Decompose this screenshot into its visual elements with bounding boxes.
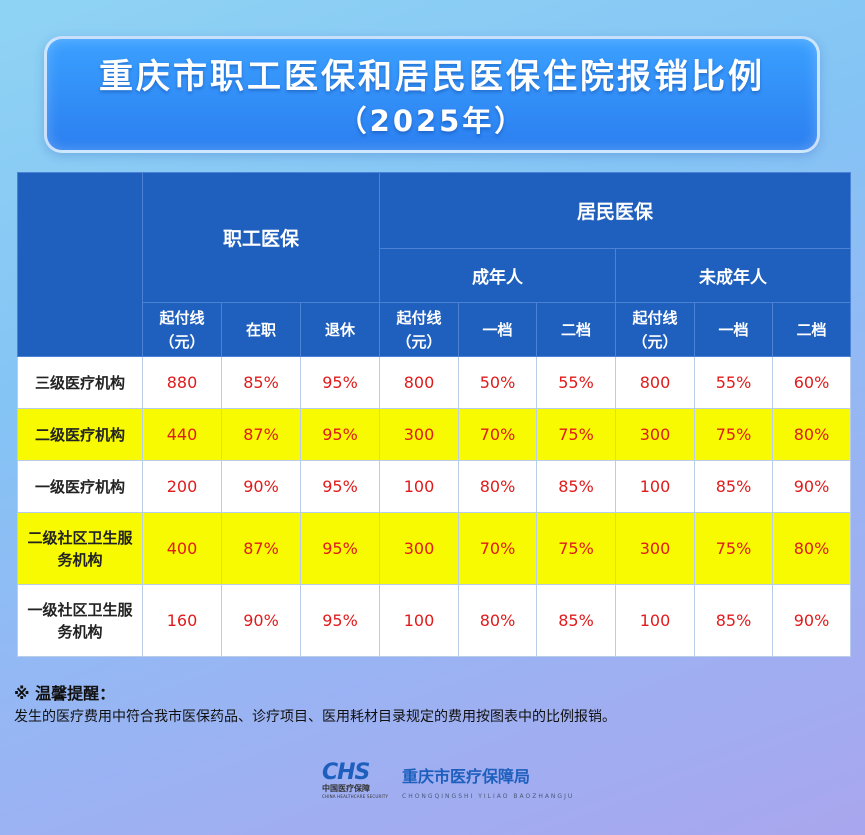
header-adult-tier2: 二档 xyxy=(536,302,616,357)
table-cell: 75% xyxy=(536,408,616,461)
table-cell: 880 xyxy=(142,356,222,409)
table-cell: 300 xyxy=(379,408,459,461)
table-cell: 95% xyxy=(300,512,380,585)
table-cell: 90% xyxy=(221,584,301,657)
header-adult: 成年人 xyxy=(379,248,616,303)
header-emp-threshold-l2: （元） xyxy=(159,332,205,351)
header-resident-insurance: 居民医保 xyxy=(378,172,852,249)
table-cell: 95% xyxy=(300,356,380,409)
row-label-line1: 二级社区卫生服 xyxy=(27,528,133,547)
header-emp-active: 在职 xyxy=(221,302,301,357)
table-cell: 75% xyxy=(694,512,773,585)
table-cell: 80% xyxy=(771,408,852,461)
tip-text: 发生的医疗费用中符合我市医保药品、诊疗项目、医用耗材目录规定的费用按图表中的比例… xyxy=(14,709,616,725)
reimbursement-table: 职工医保 居民医保 成年人 未成年人 起付线 （元） 在职 退休 起付线 （元）… xyxy=(17,172,852,657)
header-adult-threshold-l1: 起付线 xyxy=(396,308,442,327)
header-minor-tier1: 一档 xyxy=(694,302,773,357)
table-cell: 100 xyxy=(615,584,695,657)
row-label: 二级社区卫生服 务机构 xyxy=(17,512,143,585)
agency-name: 重庆市医疗保障局 CHONGQINGSHI YILIAO BAOZHANGJU xyxy=(402,763,574,800)
table-cell: 85% xyxy=(694,460,773,513)
row-label-line1: 二级医疗机构 xyxy=(34,425,125,444)
table-row: 一级医疗机构 200 90% 95% 100 80% 85% 100 85% 9… xyxy=(17,460,852,513)
table-cell: 800 xyxy=(615,356,695,409)
footer-branding: CHS 中国医疗保障 CHINA HEALTHCARE SECURITY 重庆市… xyxy=(322,760,582,804)
table-cell: 80% xyxy=(458,460,537,513)
row-label-line1: 一级医疗机构 xyxy=(34,477,125,496)
table-cell: 300 xyxy=(615,408,695,461)
header-adult-tier1: 一档 xyxy=(458,302,537,357)
header-adult-threshold: 起付线 （元） xyxy=(379,302,459,357)
table-cell: 50% xyxy=(458,356,537,409)
table-cell: 300 xyxy=(379,512,459,585)
table-cell: 87% xyxy=(221,408,301,461)
row-label: 一级社区卫生服 务机构 xyxy=(17,584,143,657)
header-emp-threshold-l1: 起付线 xyxy=(159,308,205,327)
table-cell: 95% xyxy=(300,460,380,513)
header-emp-threshold: 起付线 （元） xyxy=(142,302,222,357)
row-label-line2: 务机构 xyxy=(57,622,103,641)
header-minor: 未成年人 xyxy=(614,248,852,303)
table-cell: 70% xyxy=(458,512,537,585)
table-row: 一级社区卫生服 务机构 160 90% 95% 100 80% 85% 100 … xyxy=(17,584,852,657)
header-minor-tier2: 二档 xyxy=(771,302,852,357)
row-label-line1: 三级医疗机构 xyxy=(34,373,125,392)
header-minor-threshold-l2: （元） xyxy=(632,332,678,351)
table-cell: 80% xyxy=(771,512,852,585)
table-row: 三级医疗机构 880 85% 95% 800 50% 55% 800 55% 6… xyxy=(17,356,852,409)
row-label-line2: 务机构 xyxy=(57,550,103,569)
table-cell: 60% xyxy=(771,356,852,409)
table-cell: 87% xyxy=(221,512,301,585)
header-emp-retired: 退休 xyxy=(300,302,380,357)
title-banner: 重庆市职工医保和居民医保住院报销比例 （2025年） xyxy=(44,36,820,153)
chs-logo-en: CHINA HEALTHCARE SECURITY xyxy=(322,794,389,799)
table-cell: 90% xyxy=(221,460,301,513)
table-row: 二级社区卫生服 务机构 400 87% 95% 300 70% 75% 300 … xyxy=(17,512,852,585)
table-cell: 90% xyxy=(771,584,852,657)
chs-logo-cn: 中国医疗保障 xyxy=(322,784,370,793)
chs-logo-mark: CHS xyxy=(322,760,370,785)
table-cell: 100 xyxy=(615,460,695,513)
table-cell: 55% xyxy=(536,356,616,409)
table-cell: 85% xyxy=(536,460,616,513)
page-subtitle-year: （2025年） xyxy=(337,104,527,138)
row-label: 二级医疗机构 xyxy=(17,408,143,461)
table-cell: 80% xyxy=(458,584,537,657)
table-cell: 85% xyxy=(536,584,616,657)
table-cell: 400 xyxy=(142,512,222,585)
header-minor-threshold-l1: 起付线 xyxy=(632,308,678,327)
table-cell: 440 xyxy=(142,408,222,461)
row-label: 三级医疗机构 xyxy=(17,356,143,409)
table-cell: 85% xyxy=(221,356,301,409)
agency-name-cn: 重庆市医疗保障局 xyxy=(402,767,531,786)
row-label: 一级医疗机构 xyxy=(17,460,143,513)
table-cell: 160 xyxy=(142,584,222,657)
corner-header-cell xyxy=(17,172,143,357)
header-employee-insurance: 职工医保 xyxy=(142,172,380,303)
header-adult-threshold-l2: （元） xyxy=(396,332,442,351)
table-cell: 100 xyxy=(379,584,459,657)
table-cell: 75% xyxy=(694,408,773,461)
table-cell: 55% xyxy=(694,356,773,409)
agency-name-en: CHONGQINGSHI YILIAO BAOZHANGJU xyxy=(402,793,575,800)
table-cell: 100 xyxy=(379,460,459,513)
table-cell: 95% xyxy=(300,408,380,461)
table-cell: 75% xyxy=(536,512,616,585)
chs-logo: CHS 中国医疗保障 CHINA HEALTHCARE SECURITY xyxy=(322,760,392,804)
table-cell: 95% xyxy=(300,584,380,657)
table-row: 二级医疗机构 440 87% 95% 300 70% 75% 300 75% 8… xyxy=(17,408,852,461)
row-label-line1: 一级社区卫生服 xyxy=(27,600,133,619)
header-minor-threshold: 起付线 （元） xyxy=(615,302,695,357)
table-cell: 200 xyxy=(142,460,222,513)
table-cell: 300 xyxy=(615,512,695,585)
table-cell: 800 xyxy=(379,356,459,409)
tip-title: ※ 温馨提醒： xyxy=(14,684,116,703)
page-title: 重庆市职工医保和居民医保住院报销比例 xyxy=(99,57,765,97)
table-cell: 90% xyxy=(771,460,852,513)
table-cell: 85% xyxy=(694,584,773,657)
table-cell: 70% xyxy=(458,408,537,461)
